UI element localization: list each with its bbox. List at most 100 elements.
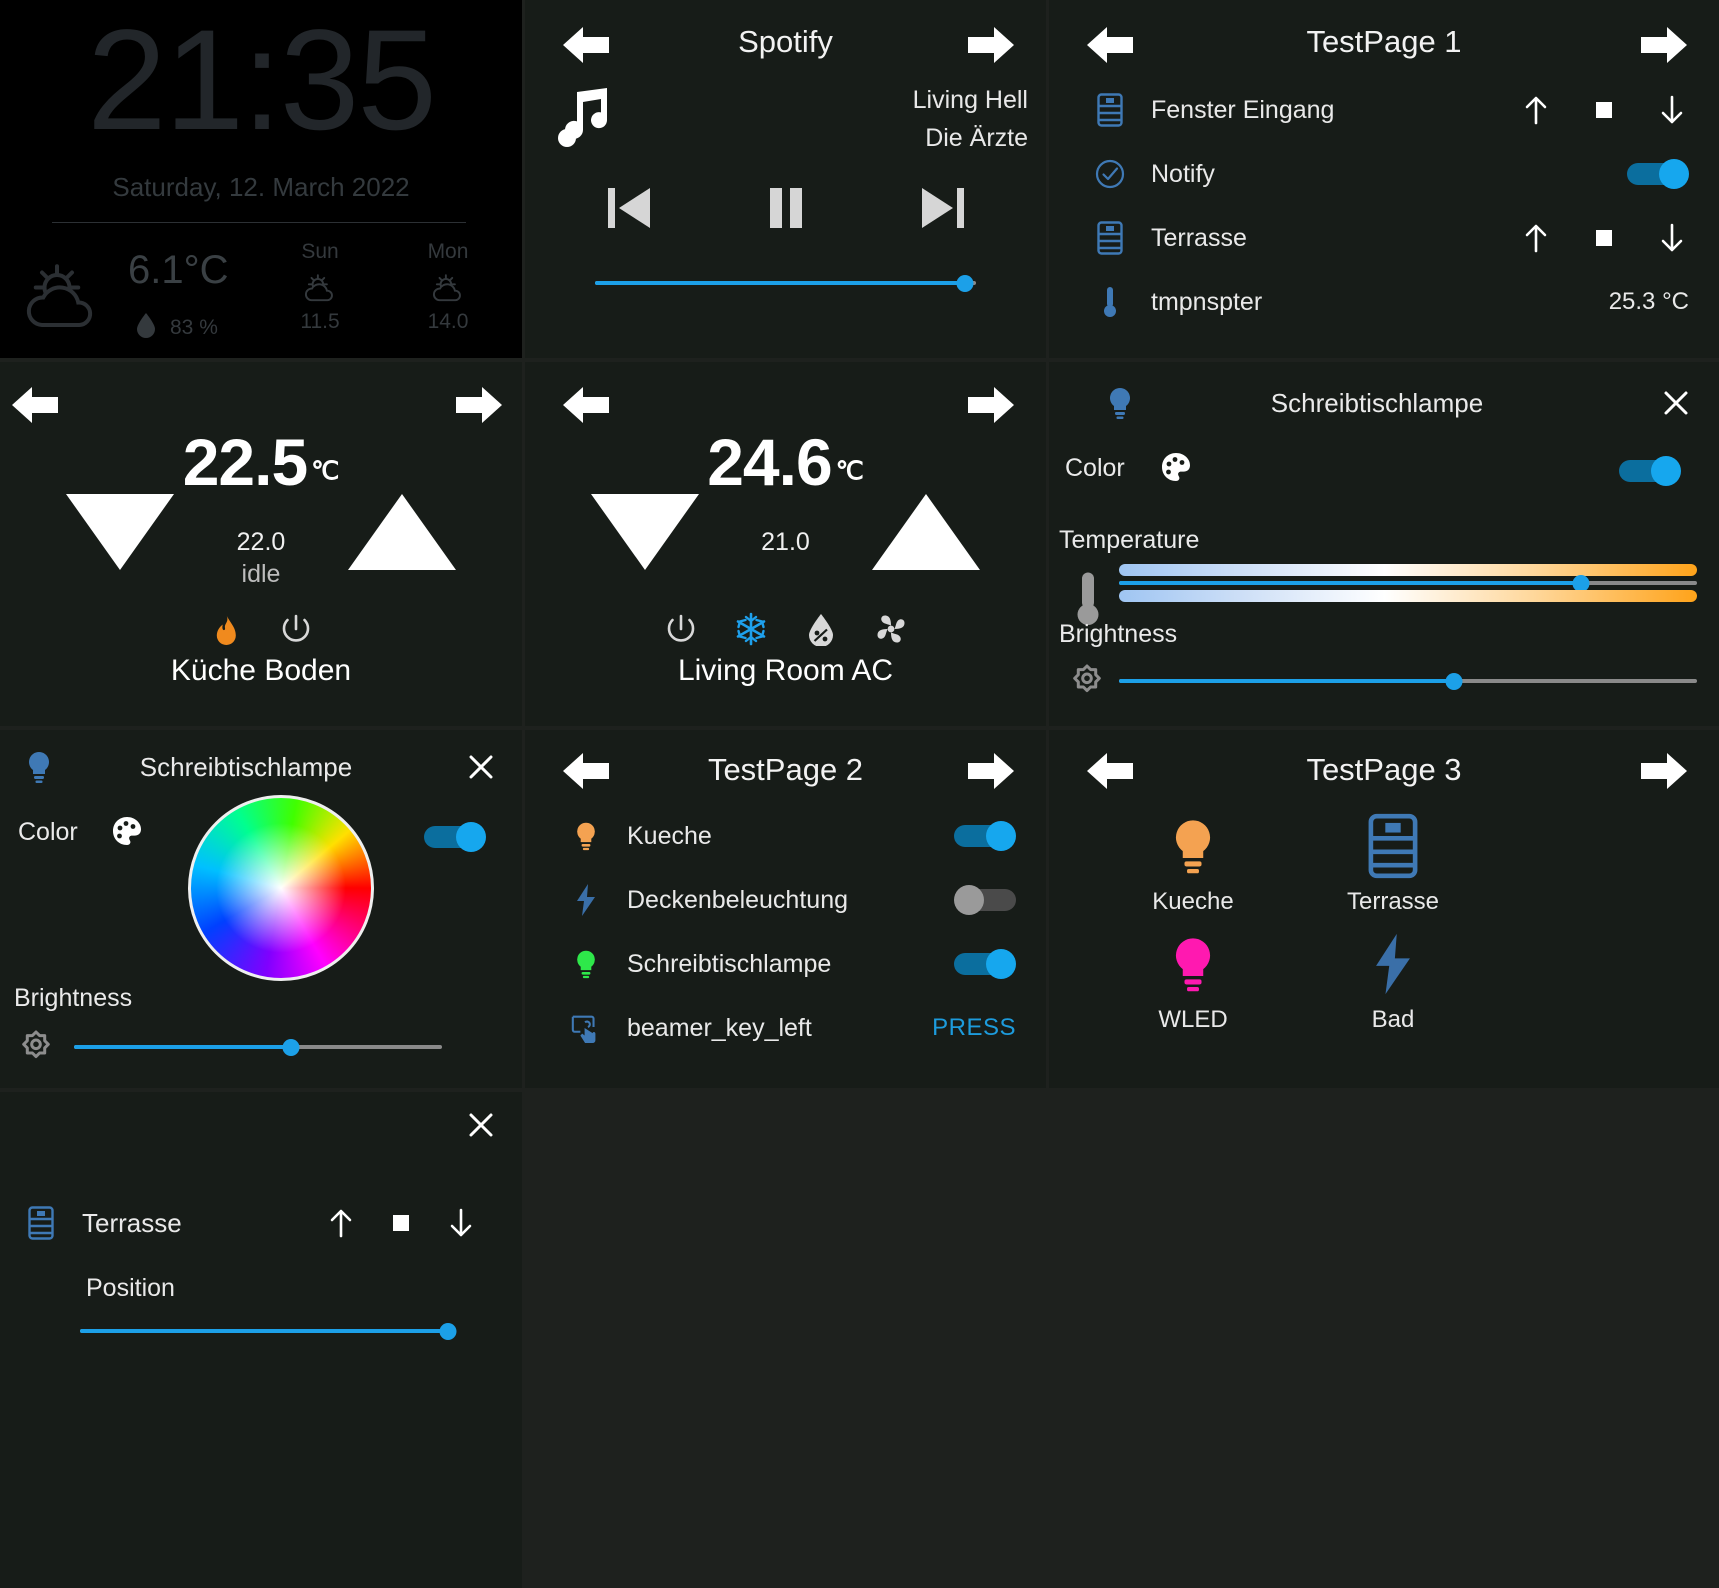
brightness-slider[interactable] <box>1119 672 1697 690</box>
up-arrow-icon[interactable] <box>1519 221 1553 255</box>
light-header: Schreibtischlampe <box>0 744 522 790</box>
temperature-slider[interactable] <box>1119 574 1697 592</box>
pause-button[interactable] <box>762 182 810 234</box>
table-row[interactable]: Kueche <box>525 804 1046 868</box>
table-row[interactable]: Schreibtischlampe <box>525 932 1046 996</box>
snowflake-icon[interactable] <box>734 612 768 646</box>
next-page-arrow[interactable] <box>964 24 1018 66</box>
down-arrow-icon[interactable] <box>1655 93 1689 127</box>
weather-temperature: 6.1°C <box>128 248 229 292</box>
close-icon[interactable] <box>1661 388 1691 418</box>
next-page-arrow[interactable] <box>1637 750 1691 792</box>
power-icon[interactable] <box>279 612 313 646</box>
clock-divider <box>52 222 466 223</box>
seek-knob[interactable] <box>956 275 974 292</box>
temperature-knob[interactable] <box>1572 575 1590 592</box>
fan-icon[interactable] <box>874 612 908 646</box>
palette-icon[interactable] <box>110 814 144 848</box>
tile-kueche[interactable]: Kueche <box>1093 804 1293 916</box>
increase-temperature-button[interactable] <box>872 494 980 570</box>
tile-terrasse[interactable]: Terrasse <box>1293 804 1493 916</box>
decrease-temperature-button[interactable] <box>66 494 174 570</box>
position-label: Position <box>86 1274 175 1302</box>
down-arrow-icon[interactable] <box>444 1206 478 1240</box>
color-label: Color <box>18 818 78 846</box>
row-label: Fenster Eingang <box>1151 95 1335 124</box>
power-icon[interactable] <box>664 612 698 646</box>
partly-cloudy-icon <box>22 260 102 332</box>
brightness-fill <box>74 1045 292 1049</box>
close-icon[interactable] <box>466 1110 496 1140</box>
prev-page-arrow[interactable] <box>559 24 613 66</box>
tile-grid: Kueche Terrasse WLED Bad <box>1093 804 1689 1040</box>
table-row[interactable]: beamer_key_left PRESS <box>525 996 1046 1060</box>
brightness-icon <box>1069 662 1105 698</box>
row-label: Deckenbeleuchtung <box>627 885 848 914</box>
forecast-value: 14.0 <box>427 310 469 333</box>
brightness-label: Brightness <box>1059 620 1178 648</box>
entity-list: Kueche Deckenbeleuchtung Schreibtischlam… <box>525 804 1046 1060</box>
seek-slider[interactable] <box>595 274 976 292</box>
up-arrow-icon[interactable] <box>324 1206 358 1240</box>
next-track-button[interactable] <box>918 182 966 234</box>
table-row[interactable]: Fenster Eingang <box>1049 78 1719 142</box>
next-page-arrow[interactable] <box>452 384 506 426</box>
stop-square-icon[interactable] <box>1587 93 1621 127</box>
color-wheel[interactable] <box>188 795 374 981</box>
decrease-temperature-button[interactable] <box>591 494 699 570</box>
next-page-arrow[interactable] <box>964 384 1018 426</box>
sensor-value: 25.3 °C <box>1608 288 1689 315</box>
color-label: Color <box>1065 454 1125 482</box>
prev-page-arrow[interactable] <box>1083 24 1137 66</box>
palette-icon[interactable] <box>1159 450 1193 484</box>
blinds-icon <box>1293 804 1493 888</box>
table-row[interactable]: Deckenbeleuchtung <box>525 868 1046 932</box>
up-arrow-icon[interactable] <box>1519 93 1553 127</box>
prev-page-arrow[interactable] <box>559 750 613 792</box>
humidity-icon <box>136 312 156 344</box>
humidity-icon[interactable] <box>804 612 838 647</box>
increase-temperature-button[interactable] <box>348 494 456 570</box>
transport-controls <box>525 182 1046 234</box>
toggle-switch[interactable] <box>954 821 1016 851</box>
stop-square-icon[interactable] <box>1587 221 1621 255</box>
forecast-value: 11.5 <box>300 310 340 333</box>
brightness-knob[interactable] <box>1445 673 1463 690</box>
brightness-icon <box>18 1028 54 1064</box>
table-row[interactable]: tmpnspter 25.3 °C <box>1049 270 1719 334</box>
next-page-arrow[interactable] <box>1637 24 1691 66</box>
prev-page-arrow[interactable] <box>8 384 62 426</box>
toggle-switch[interactable] <box>954 949 1016 979</box>
light-power-toggle[interactable] <box>424 822 486 852</box>
testpage3-panel: TestPage 3 Kueche Terrasse WLED <box>1049 730 1719 1088</box>
humidity-value: 83 % <box>170 316 218 339</box>
down-arrow-icon[interactable] <box>1655 221 1689 255</box>
brightness-knob[interactable] <box>282 1039 300 1056</box>
close-icon[interactable] <box>466 752 496 782</box>
press-button[interactable]: PRESS <box>932 1014 1016 1041</box>
setpoint-value: 22.0 <box>236 528 286 556</box>
brightness-slider[interactable] <box>74 1038 442 1056</box>
track-title: Living Hell <box>912 86 1028 114</box>
light-power-toggle[interactable] <box>1619 456 1681 486</box>
tile-bad[interactable]: Bad <box>1293 922 1493 1040</box>
table-row[interactable]: Notify <box>1049 142 1719 206</box>
flame-icon[interactable] <box>209 612 243 646</box>
toggle-switch[interactable] <box>954 885 1016 915</box>
cover-name: Terrasse <box>82 1207 182 1238</box>
previous-track-button[interactable] <box>606 182 654 234</box>
prev-page-arrow[interactable] <box>1083 750 1137 792</box>
next-page-arrow[interactable] <box>964 750 1018 792</box>
stop-square-icon[interactable] <box>384 1206 418 1240</box>
tile-wled[interactable]: WLED <box>1093 922 1293 1034</box>
prev-page-arrow[interactable] <box>559 384 613 426</box>
position-knob[interactable] <box>439 1323 457 1340</box>
brightness-label: Brightness <box>14 984 133 1012</box>
position-slider[interactable] <box>80 1322 457 1340</box>
now-playing: Living Hell Die Ärzte <box>913 82 1028 157</box>
table-row[interactable]: Terrasse <box>1049 206 1719 270</box>
row-label: beamer_key_left <box>627 1013 812 1042</box>
toggle-switch[interactable] <box>1627 159 1689 189</box>
toggle-knob <box>986 949 1016 979</box>
